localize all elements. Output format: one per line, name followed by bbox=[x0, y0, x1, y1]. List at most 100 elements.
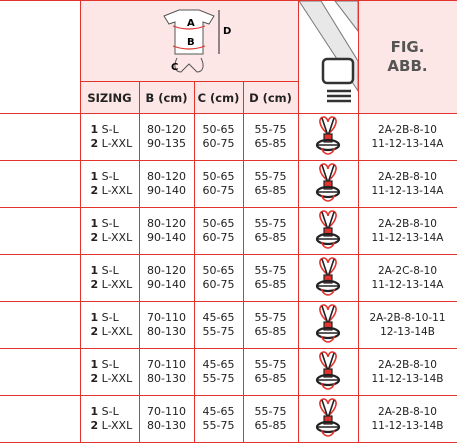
measure-d: 65-85 bbox=[254, 184, 287, 197]
size-label: S-L bbox=[101, 405, 119, 418]
measure-b: 90-140 bbox=[147, 231, 186, 244]
size-number: 2 bbox=[90, 184, 99, 197]
column-header: SIZING bbox=[79, 81, 140, 114]
measure-d: 55-75 bbox=[254, 358, 287, 371]
measure-b: 80-120 bbox=[147, 217, 186, 230]
size-number: 1 bbox=[90, 311, 99, 324]
size-label: L-XXL bbox=[101, 372, 133, 385]
sizing-line: 1 S-L bbox=[91, 170, 139, 184]
label-b: B bbox=[187, 37, 195, 48]
icon-cell bbox=[297, 301, 359, 349]
measure-b: 90-140 bbox=[147, 184, 186, 197]
fig-cell: 2A-2C-8-10 11-12-13-14A bbox=[357, 254, 457, 302]
blank-cell bbox=[0, 113, 81, 161]
body-diagram: A B C D bbox=[163, 9, 231, 73]
size-label: L-XXL bbox=[101, 278, 133, 291]
measure-c: 50-65 bbox=[202, 170, 235, 183]
measure-c: 45-65 bbox=[202, 311, 235, 324]
fig-ref: 2A-2B-8-10 bbox=[378, 218, 437, 230]
fig-header: FIG. ABB. bbox=[357, 0, 457, 114]
fig-ref: 11-12-13-14A bbox=[371, 279, 444, 291]
size-number: 2 bbox=[90, 372, 99, 385]
measure-b: 80-130 bbox=[147, 372, 186, 385]
blank-cell bbox=[0, 254, 81, 302]
size-number: 1 bbox=[90, 170, 99, 183]
measure-c: 60-75 bbox=[202, 137, 235, 150]
harness-icon bbox=[315, 397, 341, 438]
size-label: S-L bbox=[101, 311, 119, 324]
harness-icon bbox=[315, 303, 341, 344]
measure-d: 55-75 bbox=[254, 123, 287, 136]
size-label: S-L bbox=[101, 123, 119, 136]
measure-b: 80-120 bbox=[147, 123, 186, 136]
measure-cell: 55-75 65-85 bbox=[242, 254, 299, 302]
size-number: 2 bbox=[90, 231, 99, 244]
fig-ref: 11-12-13-14A bbox=[371, 185, 444, 197]
sizing-line: 1 S-L bbox=[91, 217, 139, 231]
measure-cell: 50-65 60-75 bbox=[193, 254, 244, 302]
sizing-line: 1 S-L bbox=[91, 405, 139, 419]
sizing-line: 1 S-L bbox=[91, 358, 139, 372]
measure-c: 50-65 bbox=[202, 217, 235, 230]
fig-cell: 2A-2B-8-10 11-12-13-14A bbox=[357, 113, 457, 161]
size-label: S-L bbox=[101, 358, 119, 371]
measure-cell: 80-120 90-135 bbox=[138, 113, 195, 161]
measure-d: 55-75 bbox=[254, 170, 287, 183]
size-label: L-XXL bbox=[101, 325, 133, 338]
blank-cell bbox=[0, 160, 81, 208]
measure-cell: 55-75 65-85 bbox=[242, 113, 299, 161]
measure-cell: 55-75 65-85 bbox=[242, 207, 299, 255]
harness-icon bbox=[315, 350, 341, 391]
size-label: L-XXL bbox=[101, 137, 133, 150]
sizing-cell: 1 S-L 2 L-XXL bbox=[79, 207, 140, 255]
size-label: L-XXL bbox=[101, 184, 133, 197]
sizing-cell: 1 S-L 2 L-XXL bbox=[79, 160, 140, 208]
fig-ref: 11-12-13-14B bbox=[371, 420, 444, 432]
size-label: L-XXL bbox=[101, 419, 133, 432]
measure-d: 65-85 bbox=[254, 231, 287, 244]
buckle-illustration bbox=[297, 0, 358, 103]
fig-label: FIG. bbox=[390, 38, 425, 56]
icon-cell bbox=[297, 207, 359, 255]
sizing-line: 2 L-XXL bbox=[91, 372, 139, 386]
data-row: 1 S-L 2 L-XXL 70-110 80-130 45-65 55-75 55-75 6… bbox=[0, 348, 457, 396]
sizing-line: 2 L-XXL bbox=[91, 419, 139, 433]
measure-c: 45-65 bbox=[202, 358, 235, 371]
measure-d: 55-75 bbox=[254, 264, 287, 277]
fig-ref: 11-12-13-14A bbox=[371, 232, 444, 244]
label-c: C bbox=[171, 62, 178, 73]
column-header: C (cm) bbox=[193, 81, 244, 114]
abb-label: ABB. bbox=[387, 57, 428, 75]
fig-cell: 2A-2B-8-10 11-12-13-14A bbox=[357, 207, 457, 255]
measure-cell: 50-65 60-75 bbox=[193, 207, 244, 255]
measure-cell: 55-75 65-85 bbox=[242, 348, 299, 396]
measure-cell: 55-75 65-85 bbox=[242, 395, 299, 443]
fig-ref: 2A-2B-8-10 bbox=[378, 171, 437, 183]
size-number: 1 bbox=[90, 405, 99, 418]
measure-c: 55-75 bbox=[202, 372, 235, 385]
harness-icon bbox=[315, 256, 341, 297]
measure-c: 60-75 bbox=[202, 184, 235, 197]
data-row: 1 S-L 2 L-XXL 70-110 80-130 45-65 55-75 55-75 6… bbox=[0, 395, 457, 443]
size-label: S-L bbox=[101, 264, 119, 277]
column-header: D (cm) bbox=[242, 81, 299, 114]
data-row: 1 S-L 2 L-XXL 80-120 90-140 50-65 60-75 55-75 6… bbox=[0, 254, 457, 302]
blank-cell bbox=[0, 348, 81, 396]
measure-b: 80-120 bbox=[147, 170, 186, 183]
sizing-cell: 1 S-L 2 L-XXL bbox=[79, 113, 140, 161]
sizing-line: 2 L-XXL bbox=[91, 325, 139, 339]
blank-cell bbox=[0, 207, 81, 255]
harness-icon bbox=[315, 162, 341, 203]
size-number: 1 bbox=[90, 264, 99, 277]
fig-ref: 2A-2B-8-10-11 bbox=[369, 312, 446, 324]
size-number: 2 bbox=[90, 137, 99, 150]
sizing-cell: 1 S-L 2 L-XXL bbox=[79, 348, 140, 396]
measure-c: 60-75 bbox=[202, 278, 235, 291]
harness-icon bbox=[315, 115, 341, 156]
measure-d: 55-75 bbox=[254, 217, 287, 230]
measure-c: 60-75 bbox=[202, 231, 235, 244]
fig-ref: 2A-2B-8-10 bbox=[378, 359, 437, 371]
icon-cell bbox=[297, 395, 359, 443]
measure-d: 55-75 bbox=[254, 405, 287, 418]
label-a: A bbox=[187, 18, 195, 29]
